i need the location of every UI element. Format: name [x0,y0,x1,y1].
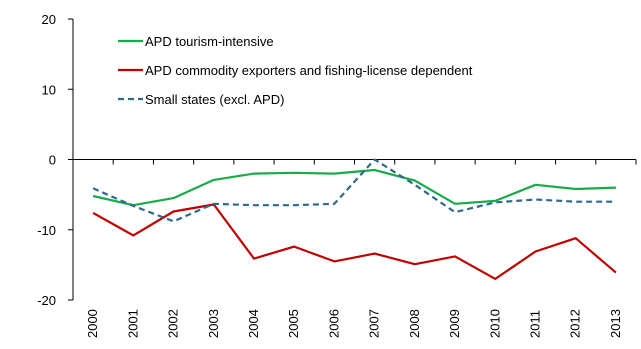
legend-label-2: APD commodity exporters and fishing-lice… [145,63,473,78]
x-tick-label: 2001 [125,309,140,338]
y-tick-label: -20 [37,293,56,308]
x-tick-label: 2012 [568,309,583,338]
y-tick-label: 20 [42,12,56,27]
y-tick-label: -10 [37,223,56,238]
x-tick-label: 2010 [487,309,502,338]
legend: APD tourism-intensive APD commodity expor… [118,34,473,107]
series-lines [92,158,617,280]
series-line-2 [92,203,617,280]
x-tick-label: 2008 [407,309,422,338]
x-tick-label: 2003 [206,309,221,338]
x-tick-label: 2000 [85,309,100,338]
x-tick-label: 2011 [527,310,542,338]
series-line-3 [92,158,616,223]
x-tick-label: 2005 [286,309,301,338]
x-tick-label: 2002 [166,309,181,338]
x-tick-label: 2013 [608,309,623,338]
legend-label-3: Small states (excl. APD) [145,92,284,107]
y-tick-label: 0 [49,153,56,168]
x-tick-label: 2004 [246,309,261,338]
x-tick-label: 2006 [326,309,341,338]
series-line-1 [92,168,616,207]
x-tick-label: 2009 [447,309,462,338]
y-tick-label: 10 [42,82,56,97]
x-tick-label: 2007 [367,309,382,338]
legend-label-1: APD tourism-intensive [145,34,274,49]
